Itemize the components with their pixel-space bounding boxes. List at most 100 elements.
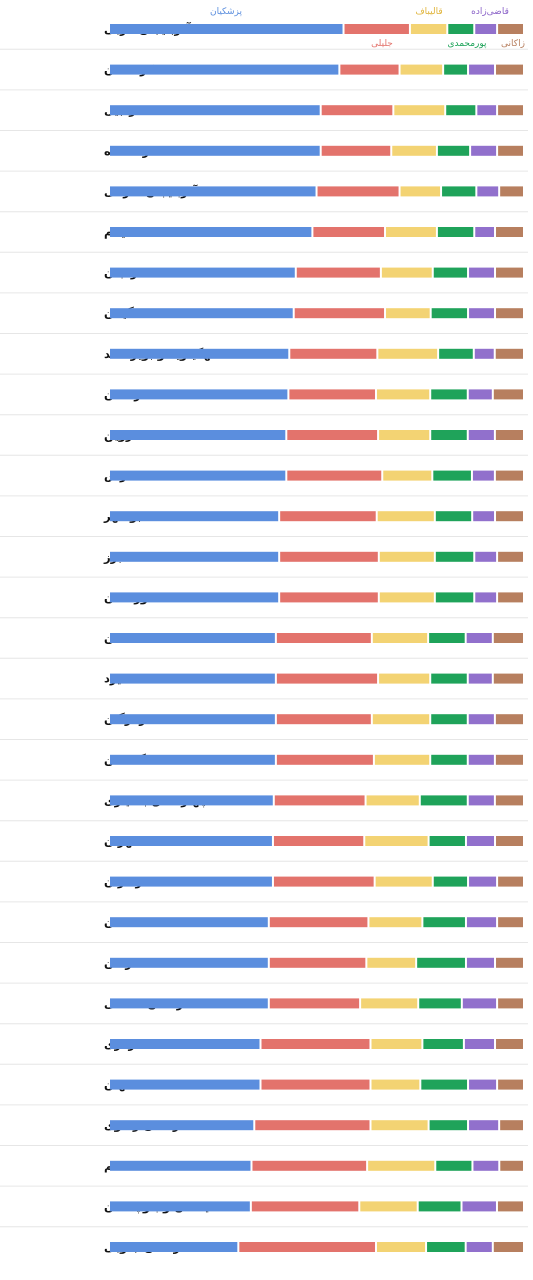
bar-segment-ghazizadeh xyxy=(466,957,495,968)
bar-segment-pourmohammadi xyxy=(433,876,468,887)
bar-segment-pezeshkian xyxy=(110,633,275,643)
bar-segment-jalili xyxy=(261,1039,370,1049)
bar-segment-ghazizadeh xyxy=(466,917,497,928)
bar-segment-ghazizadeh xyxy=(462,1201,496,1212)
bar-segment-pourmohammadi xyxy=(417,957,465,968)
bar-segment-ghalibaf xyxy=(376,389,430,400)
bar-segment-zakani xyxy=(498,917,523,928)
bar-segment-jalili xyxy=(280,511,376,522)
chart-row: بوشهر xyxy=(0,509,528,537)
bar-segment-pezeshkian xyxy=(110,105,320,116)
bar-segment-ghalibaf xyxy=(372,633,428,643)
chart-row: ایلام xyxy=(0,225,528,253)
bar-segment-ghazizadeh xyxy=(466,836,495,846)
bar-segment-jalili xyxy=(287,430,378,440)
chart-row: لرستان xyxy=(0,387,528,416)
bar-segment-jalili xyxy=(280,551,378,562)
bar-segment-pourmohammadi xyxy=(431,308,468,319)
bar-segment-pezeshkian xyxy=(110,592,279,603)
bar-segment-ghalibaf xyxy=(376,1242,426,1252)
bar-segment-pourmohammadi xyxy=(431,714,467,725)
bar-segment-ghazizadeh xyxy=(469,876,497,887)
bar-segment-pezeshkian xyxy=(110,1242,238,1252)
bar-segment-pezeshkian xyxy=(110,673,275,684)
bar-segment-jalili xyxy=(344,24,409,34)
bar-segment-ghazizadeh xyxy=(473,1160,499,1171)
bar-segment-pezeshkian xyxy=(110,430,286,440)
bar-segment-ghalibaf xyxy=(379,592,434,603)
bar-segment-ghazizadeh xyxy=(469,64,495,75)
bar-segment-zakani xyxy=(500,1120,523,1131)
bar-segment-ghalibaf xyxy=(386,308,430,319)
bar-segment-jalili xyxy=(269,957,366,968)
bar-segment-pezeshkian xyxy=(110,1079,260,1090)
bar-segment-ghalibaf xyxy=(368,1160,435,1171)
bar-segment-pezeshkian xyxy=(110,836,272,846)
bar-segment-pourmohammadi xyxy=(435,551,474,562)
bar-segment-jalili xyxy=(273,836,364,846)
bar-segment-jalili xyxy=(296,267,380,278)
bar-segment-jalili xyxy=(261,1079,370,1090)
chart-row: گیلان xyxy=(0,306,528,334)
chart-row: آذربایجان شرقی xyxy=(0,184,528,213)
bar-segment-ghalibaf xyxy=(400,64,443,75)
bar-segment-pourmohammadi xyxy=(439,348,473,359)
bar-segment-ghalibaf xyxy=(369,917,422,928)
chart-row: تهران xyxy=(0,834,528,862)
bar-segment-pezeshkian xyxy=(110,1160,251,1171)
bar-segment-zakani xyxy=(495,795,523,806)
bar-segment-ghalibaf xyxy=(366,795,419,806)
bar-segment-pourmohammadi xyxy=(433,267,468,278)
bar-segment-zakani xyxy=(500,1160,523,1171)
bar-segment-ghalibaf xyxy=(365,836,428,846)
bar-segment-pezeshkian xyxy=(110,267,295,278)
bar-segment-pezeshkian xyxy=(110,145,320,156)
bar-segment-jalili xyxy=(287,470,382,481)
bar-segment-zakani xyxy=(496,64,523,75)
chart-row: کردستان xyxy=(0,63,528,91)
bar-segment-ghazizadeh xyxy=(462,998,497,1009)
legend-label-pezeshkian: پزشکیان xyxy=(210,7,243,17)
bar-segment-ghalibaf xyxy=(379,430,430,440)
bar-segment-jalili xyxy=(252,1160,367,1171)
chart-row: فارس xyxy=(0,469,528,497)
bar-segment-ghalibaf xyxy=(377,511,434,522)
chart-rows: آذربایجان غربی کردستان اردبیل کرمانشاه آذربا… xyxy=(0,22,528,1255)
bar-segment-ghalibaf xyxy=(375,876,432,887)
bar-segment-ghazizadeh xyxy=(474,348,494,359)
bar-segment-ghazizadeh xyxy=(477,186,499,197)
chart-row: خراسان شمالی xyxy=(0,996,528,1025)
bar-segment-jalili xyxy=(294,308,385,319)
bar-segment-pourmohammadi xyxy=(421,1079,468,1090)
bar-segment-zakani xyxy=(493,1242,523,1252)
bar-segment-pezeshkian xyxy=(110,551,279,562)
bar-segment-ghazizadeh xyxy=(469,308,495,319)
chart-row: البرز xyxy=(0,550,528,578)
chart-row: گلستان xyxy=(0,753,528,781)
bar-segment-pourmohammadi xyxy=(429,1120,468,1131)
bar-segment-jalili xyxy=(321,105,393,116)
chart-row: چهارمحال بختیاری xyxy=(0,793,528,822)
chart-row: اردبیل xyxy=(0,103,528,131)
chart-row: قزوین xyxy=(0,428,528,456)
bar-segment-ghazizadeh xyxy=(475,24,497,34)
chart-row: کهگیلویه و بویراحمد xyxy=(0,347,528,375)
bar-segment-pourmohammadi xyxy=(446,105,476,116)
bar-segment-pourmohammadi xyxy=(423,917,465,928)
bar-segment-jalili xyxy=(255,1120,370,1131)
bar-segment-pourmohammadi xyxy=(418,1201,461,1212)
bar-segment-jalili xyxy=(239,1242,375,1252)
chart-row: خراسان رضوی xyxy=(0,1118,528,1146)
bar-segment-jalili xyxy=(321,145,391,156)
bar-segment-ghalibaf xyxy=(371,1039,422,1049)
bar-segment-zakani xyxy=(498,876,523,887)
bar-segment-ghalibaf xyxy=(372,714,430,725)
bar-segment-pezeshkian xyxy=(110,795,273,806)
bar-segment-ghazizadeh xyxy=(464,1039,495,1049)
bar-segment-zakani xyxy=(496,227,523,237)
bar-segment-jalili xyxy=(251,1201,359,1212)
bar-segment-pourmohammadi xyxy=(436,1160,472,1171)
bar-segment-ghalibaf xyxy=(378,348,438,359)
bar-segment-zakani xyxy=(498,592,523,603)
